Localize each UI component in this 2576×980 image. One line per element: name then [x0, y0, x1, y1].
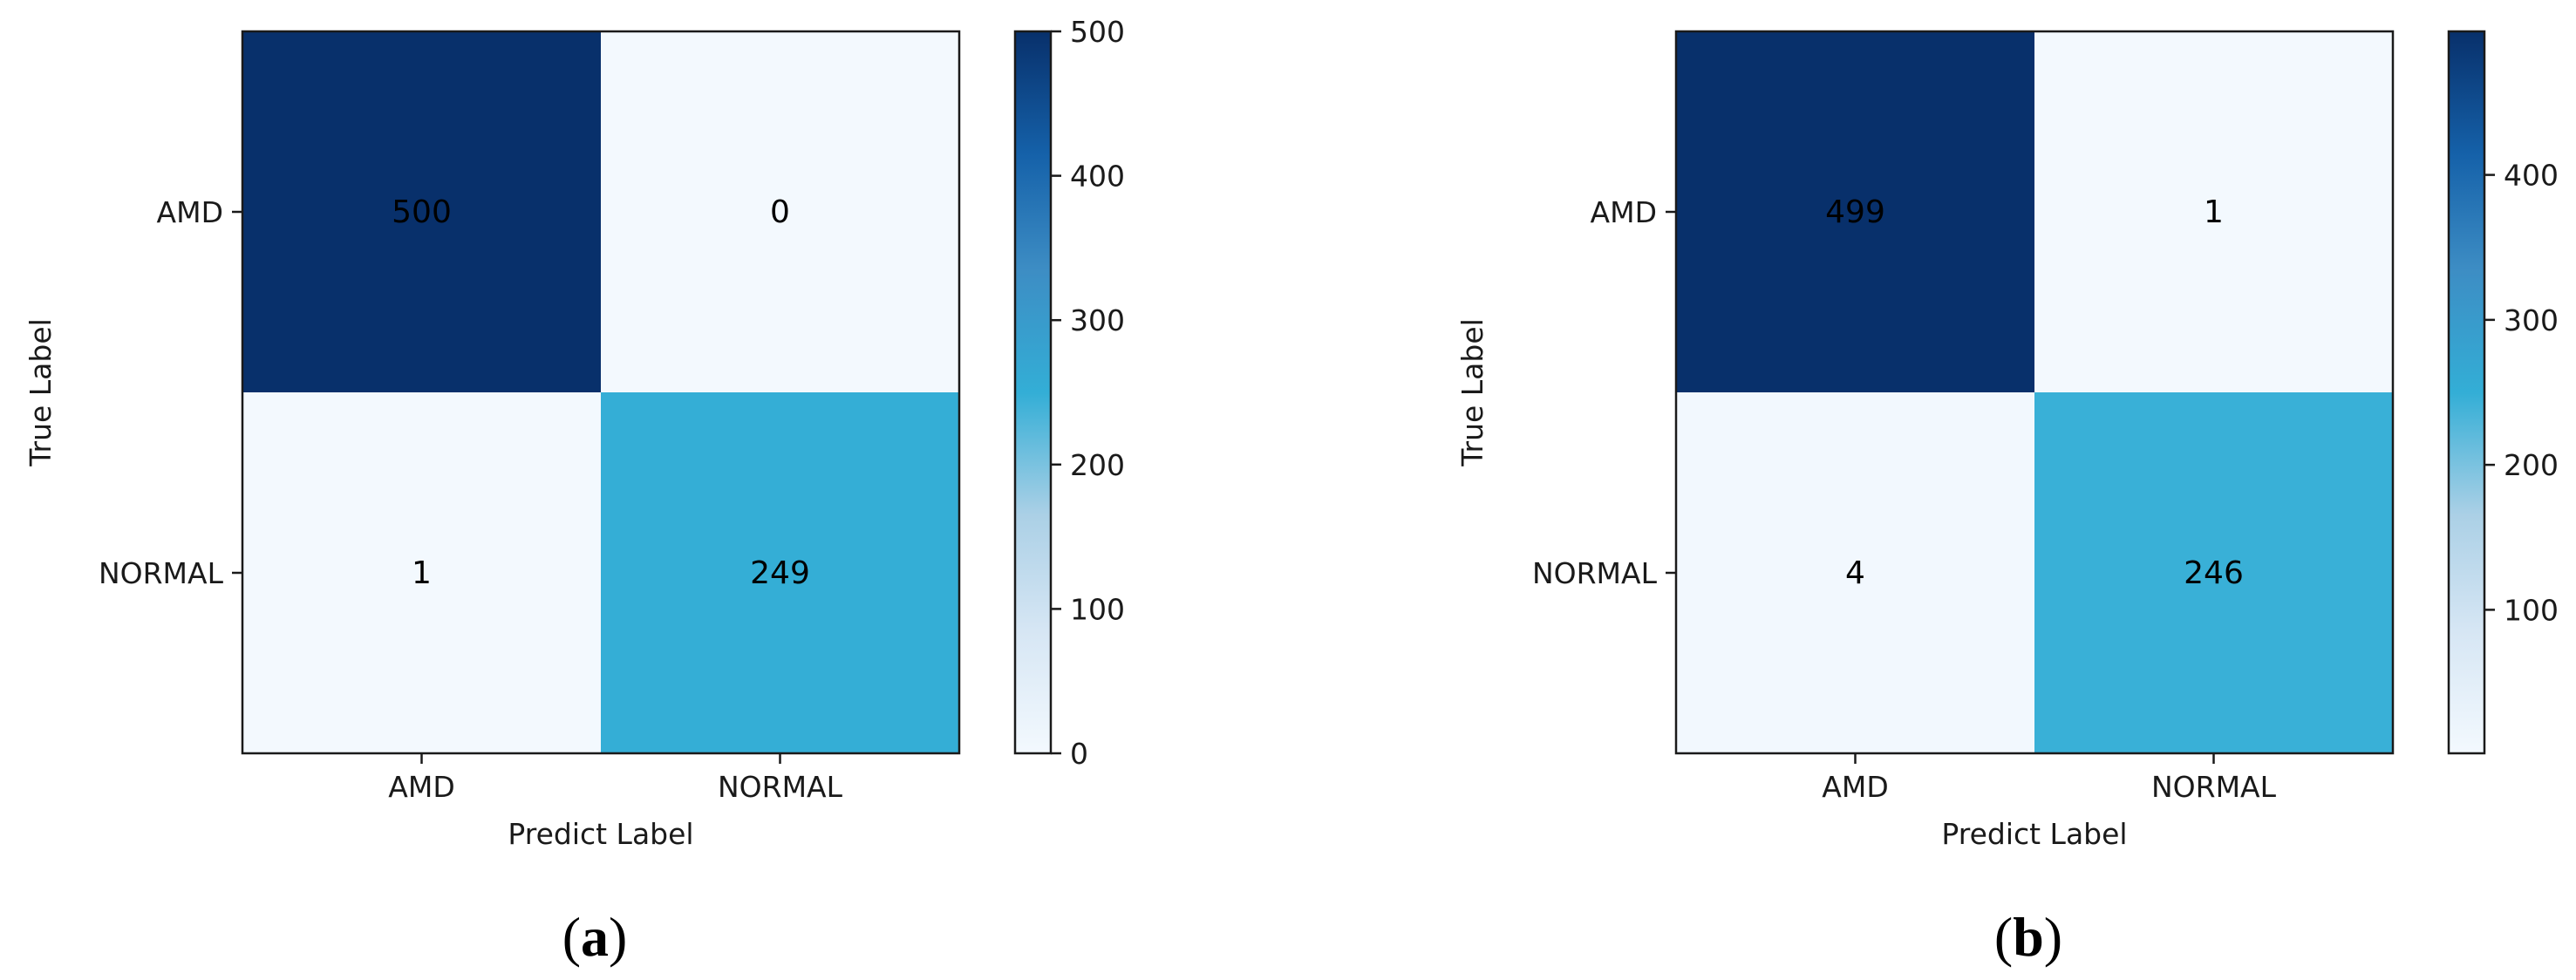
matrix-cell [601, 31, 959, 392]
panel-b: 499 1 4 246 AMD NORMAL AMD NORMAL Predict Lab… [1455, 30, 2559, 968]
matrix-cell [242, 392, 601, 753]
cell-value-label: 4 [1845, 555, 1865, 591]
cell-value-label: 249 [750, 555, 810, 591]
confusion-matrix-b: 499 1 4 246 AMD NORMAL AMD NORMAL Predict Lab… [1455, 30, 2395, 851]
matrix-cell [1676, 392, 2034, 753]
cell-value-label: 246 [2184, 555, 2244, 591]
y-tick-label: AMD [157, 195, 223, 229]
cell-value-label: 500 [392, 194, 452, 230]
matrix-cell [1676, 31, 2034, 392]
matrix-frame-b [1674, 30, 2395, 755]
x-ticks-a: AMD NORMAL [388, 753, 843, 804]
colorbar-tick-label: 400 [2504, 159, 2559, 193]
cell-values-a: 500 0 1 249 [392, 194, 810, 591]
x-tick-label: NORMAL [718, 770, 843, 804]
cell-value-label: 1 [412, 555, 432, 591]
cell-values-b: 499 1 4 246 [1825, 194, 2244, 591]
panel-label-a: (a) [562, 906, 628, 968]
colorbar-tick-label: 0 [1070, 737, 1088, 771]
matrix-frame-a [241, 30, 961, 755]
matrix-cells-a [242, 31, 959, 753]
confusion-matrix-a: 500 0 1 249 AMD NORMAL AMD NORMAL Predict Lab… [24, 30, 961, 851]
y-ticks-a: AMD NORMAL [99, 195, 242, 590]
colorbar-tick-label: 200 [1070, 448, 1125, 482]
matrix-cells-b [1676, 31, 2393, 753]
x-axis-title-a: Predict Label [508, 817, 693, 851]
matrix-cell [242, 31, 601, 392]
matrix-cell [2034, 392, 2393, 753]
y-tick-label: AMD [1591, 195, 1657, 229]
colorbar-tick-label: 300 [2504, 303, 2559, 337]
colorbar-tick-label: 300 [1070, 303, 1125, 337]
x-ticks-b: AMD NORMAL [1822, 753, 2277, 804]
panel-a: 500 0 1 249 AMD NORMAL AMD NORMAL Predict Lab… [24, 15, 1125, 968]
colorbar-a: 0 100 200 300 400 500 [1013, 15, 1125, 771]
colorbar-tick-label: 200 [2504, 448, 2559, 482]
x-tick-label: AMD [388, 770, 454, 804]
colorbar-tick-label: 400 [1070, 160, 1125, 194]
cell-value-label: 499 [1825, 194, 1885, 230]
colorbar-tick-label: 500 [1070, 15, 1125, 49]
y-tick-label: NORMAL [99, 556, 224, 590]
cell-value-label: 1 [2204, 194, 2224, 230]
colorbar-gradient-b [2447, 30, 2486, 755]
y-axis-title-b: True Label [1455, 318, 1489, 467]
colorbar-gradient-a [1013, 30, 1053, 755]
colorbar-tick-label: 100 [2504, 593, 2559, 627]
colorbar-ticks-a: 0 100 200 300 400 500 [1051, 15, 1125, 771]
panel-label-b: (b) [1994, 906, 2062, 968]
x-axis-title-b: Predict Label [1941, 817, 2127, 851]
colorbar-ticks-b: 100 200 300 400 [2484, 159, 2559, 627]
colorbar-b: 100 200 300 400 [2447, 30, 2559, 755]
y-tick-label: NORMAL [1532, 556, 1658, 590]
x-tick-label: NORMAL [2151, 770, 2277, 804]
y-ticks-b: AMD NORMAL [1532, 195, 1676, 590]
colorbar-tick-label: 100 [1070, 592, 1125, 626]
x-tick-label: AMD [1822, 770, 1888, 804]
y-axis-title-a: True Label [24, 318, 58, 467]
matrix-cell [601, 392, 959, 753]
cell-value-label: 0 [770, 194, 790, 230]
matrix-cell [2034, 31, 2393, 392]
